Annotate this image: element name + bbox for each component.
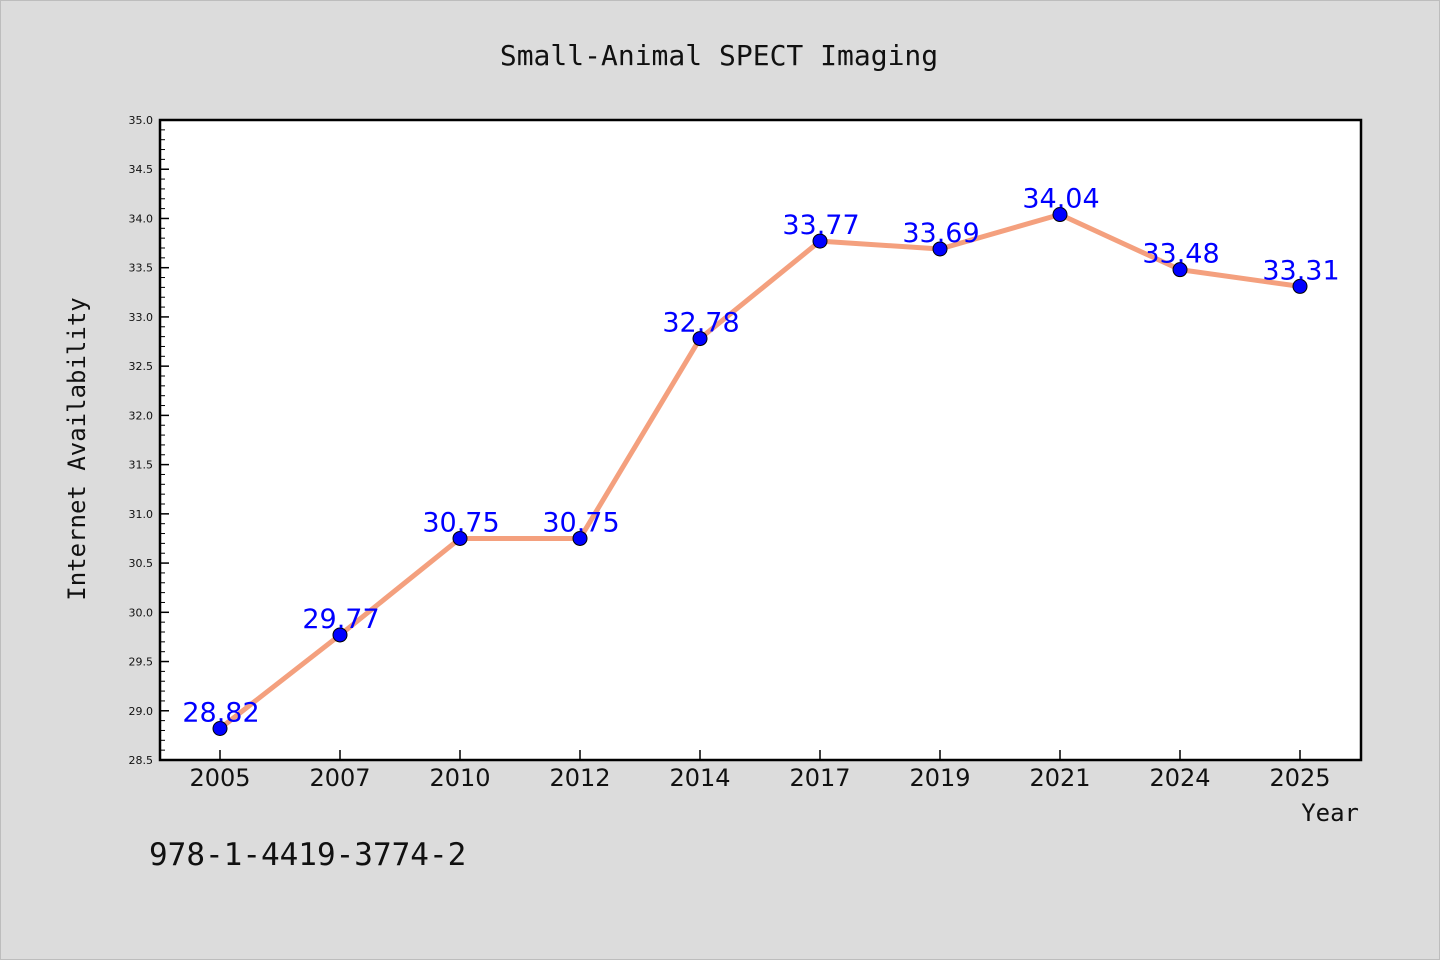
series-line [217,212,1303,731]
y-axis-label: Internet Availability [63,297,91,600]
x-tick-label: 2012 [549,764,610,792]
y-tick-label: 31.0 [129,508,154,521]
x-tick-label: 2005 [189,764,250,792]
data-label-2017: 33.77 [782,210,859,241]
data-labels: 28.82 29.77 30.75 30.75 32.78 33.77 33.69 34.04… [182,184,1339,729]
data-label-2010: 30.75 [422,507,499,538]
data-point-2021 [1052,207,1068,223]
data-point-2007 [332,627,348,643]
x-tick-label: 2014 [669,764,730,792]
data-label-2012: 30.75 [542,507,619,538]
data-label-2005: 28.82 [182,697,259,728]
plot-area [158,118,1363,762]
data-point-2010 [452,530,468,546]
data-label-2019: 33.69 [902,218,979,249]
data-point-2014 [692,331,708,347]
x-tick-label: 2019 [909,764,970,792]
y-tick-label: 30.5 [129,557,154,570]
isbn-annotation: 978-1-4419-3774-2 [149,837,466,873]
x-tick-label: 2007 [309,764,370,792]
x-tick-label: 2024 [1149,764,1210,792]
x-tick-label: 2017 [789,764,850,792]
data-label-2021: 34.04 [1022,184,1099,215]
y-tick-label: 35.0 [129,114,154,127]
x-axis-label: Year [1301,799,1359,827]
y-tick-label: 32.5 [129,360,154,373]
data-label-2024: 33.48 [1142,239,1219,270]
data-label-2007: 29.77 [302,604,379,635]
y-tick-label: 28.5 [129,754,154,767]
data-label-2025: 33.31 [1262,255,1339,286]
y-tick-label: 33.5 [129,262,154,275]
data-label-2014: 32.78 [662,308,739,339]
data-point-2024 [1172,262,1188,278]
chart-title: Small-Animal SPECT Imaging [500,39,938,72]
data-points [212,207,1308,736]
y-tick-label: 31.5 [129,459,154,472]
x-tick-label: 2010 [429,764,490,792]
data-point-2005 [212,720,228,736]
y-axis: 28.5 29.0 29.5 30.0 30.5 31.0 31.5 32.0 32.5 33.0… [129,114,169,767]
y-tick-label: 33.0 [129,311,154,324]
x-tick-label: 2021 [1029,764,1090,792]
x-tick-label: 2025 [1269,764,1330,792]
x-axis: 2005 2007 2010 2012 2014 2017 2019 2021 2024 2025 [189,750,1331,792]
data-point-2025 [1292,278,1308,294]
y-tick-label: 34.5 [129,163,154,176]
data-point-2017 [812,233,828,249]
y-tick-label: 29.0 [129,705,154,718]
y-tick-label: 34.0 [129,212,154,225]
y-tick-label: 30.0 [129,606,154,619]
y-tick-label: 32.0 [129,409,154,422]
data-point-2019 [932,241,948,257]
data-point-2012 [572,530,588,546]
y-tick-label: 29.5 [129,656,154,669]
